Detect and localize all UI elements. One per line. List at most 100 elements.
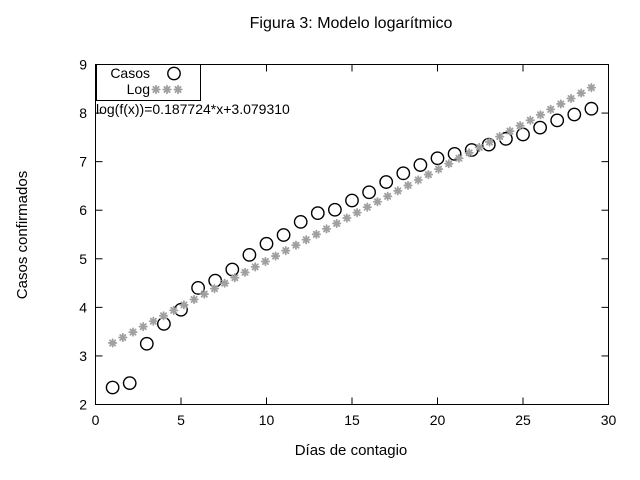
- legend-entry-casos: Casos: [110, 65, 150, 81]
- plot-area: 0 5 10 15 20 25 30 2 3 4 5 6 7 8 9: [79, 57, 616, 429]
- log-point: [128, 327, 138, 337]
- casos-point: [550, 113, 565, 128]
- legend-frame: [96, 64, 201, 101]
- casos-point: [533, 120, 547, 135]
- casos-point: [584, 101, 599, 116]
- log-point: [505, 126, 515, 136]
- log-point: [240, 267, 250, 277]
- y-tick-label: 8: [79, 105, 87, 121]
- log-point: [209, 284, 220, 294]
- log-point: [362, 202, 372, 212]
- log-point: [393, 186, 403, 196]
- log-point: [230, 273, 240, 283]
- log-point: [525, 115, 535, 125]
- log-point: [148, 316, 158, 326]
- y-axis-label: Casos confirmados: [14, 171, 31, 299]
- legend-log-marker: [151, 84, 161, 95]
- y-tick-label: 4: [79, 299, 87, 315]
- log-point: [556, 99, 566, 109]
- x-tick-label: 15: [344, 412, 360, 428]
- casos-point: [327, 202, 342, 217]
- x-tick-label: 20: [430, 412, 446, 428]
- log-point: [270, 251, 281, 261]
- log-point: [546, 104, 556, 114]
- log-point: [566, 93, 576, 104]
- casos-point: [413, 158, 428, 172]
- log-point: [474, 142, 484, 153]
- log-point: [515, 121, 525, 131]
- legend-box: Casos Log: [96, 64, 201, 101]
- casos-point: [310, 206, 325, 221]
- log-point: [413, 175, 423, 185]
- casos-point: [430, 151, 445, 166]
- legend-casos-marker: [167, 66, 181, 81]
- casos-point: [567, 107, 582, 122]
- x-axis-label: Días de contagio: [295, 442, 408, 459]
- log-point: [169, 305, 179, 315]
- x-tick-label: 30: [601, 412, 617, 428]
- casos-point: [345, 193, 359, 208]
- log-point: [199, 289, 209, 299]
- casos-point: [396, 166, 411, 181]
- casos-point: [362, 185, 376, 200]
- y-tick-label: 6: [79, 202, 87, 218]
- y-tick-label: 7: [79, 154, 87, 170]
- log-point: [433, 164, 444, 174]
- log-point: [220, 278, 230, 288]
- casos-point: [139, 336, 154, 351]
- chart-title: Figura 3: Modelo logarítmico: [250, 15, 453, 32]
- y-tick-label: 5: [79, 251, 87, 267]
- log-point: [281, 246, 291, 256]
- legend-log-marker: [173, 84, 183, 95]
- log-point: [291, 240, 301, 250]
- log-point: [321, 224, 332, 234]
- legend-markers: [151, 66, 183, 95]
- y-tick-label: 2: [79, 397, 87, 413]
- casos-point: [259, 236, 274, 251]
- x-tick-label: 10: [259, 412, 275, 428]
- casos-point: [242, 247, 257, 262]
- x-tick-label: 5: [177, 412, 185, 428]
- log-point: [535, 110, 546, 120]
- log-point: [454, 153, 464, 163]
- log-point: [332, 218, 342, 229]
- x-tick-label: 25: [515, 412, 531, 428]
- log-point: [403, 180, 413, 191]
- log-point: [158, 311, 169, 321]
- log-point: [311, 229, 321, 239]
- log-point: [301, 235, 311, 245]
- log-point: [383, 191, 393, 201]
- log-point: [250, 262, 260, 272]
- log-point: [372, 197, 383, 207]
- x-tick-label: 0: [92, 412, 100, 428]
- casos-point: [276, 228, 291, 242]
- legend-log-marker: [162, 84, 172, 95]
- log-point: [464, 148, 474, 158]
- log-point: [108, 338, 118, 348]
- legend-entry-log: Log: [127, 81, 150, 97]
- log-point: [138, 322, 148, 332]
- log-point: [352, 207, 362, 218]
- casos-point: [105, 380, 120, 395]
- casos-point: [293, 214, 308, 229]
- log-point: [444, 159, 454, 169]
- log-point: [342, 213, 352, 223]
- log-point: [260, 256, 271, 267]
- log-point: [484, 137, 495, 147]
- log-point: [495, 131, 505, 142]
- log-point: [189, 294, 199, 305]
- annotation-equation: log(f(x))=0.187724*x+3.079310: [96, 101, 290, 117]
- y-tick-label: 3: [79, 348, 87, 364]
- log-point: [423, 169, 434, 180]
- log-point: [179, 300, 189, 310]
- casos-point: [379, 175, 394, 189]
- casos-point: [122, 376, 137, 391]
- log-point: [586, 83, 596, 93]
- casos-point: [516, 127, 530, 142]
- y-tick-label: 9: [79, 57, 87, 73]
- log-point: [576, 88, 586, 98]
- log-point: [118, 332, 128, 343]
- casos-point: [225, 262, 240, 277]
